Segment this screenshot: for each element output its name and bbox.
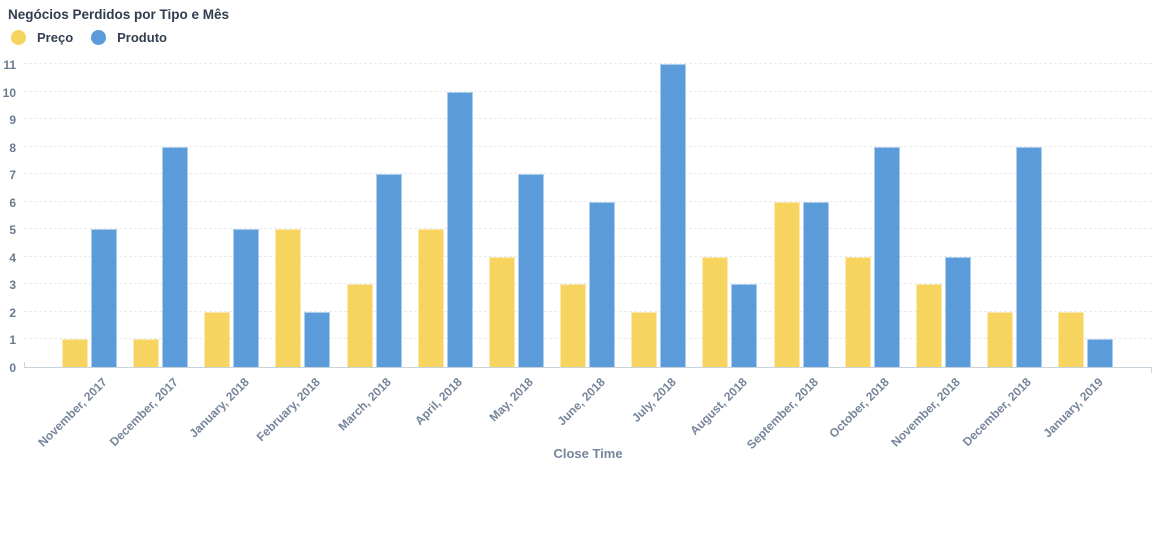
bar-preco[interactable]: [844, 256, 871, 367]
bar-preco[interactable]: [915, 284, 942, 367]
y-tick-label: 3: [9, 278, 16, 293]
gridline: [24, 200, 1152, 202]
gridline: [24, 63, 1152, 64]
bar-preco[interactable]: [133, 339, 160, 367]
gridline: [24, 173, 1152, 175]
gridline: [24, 118, 1152, 120]
plot-area: [24, 63, 1152, 373]
bar-produto[interactable]: [162, 146, 189, 367]
legend-label: Produto: [117, 29, 167, 45]
y-tick-label: 2: [9, 305, 16, 320]
bar-preco[interactable]: [631, 311, 658, 367]
bar-preco[interactable]: [204, 311, 231, 367]
bar-produto[interactable]: [1087, 339, 1114, 367]
y-tick-label: 9: [9, 113, 16, 128]
legend-label: Preço: [37, 29, 74, 45]
bar-produto[interactable]: [517, 174, 544, 367]
chart-title: Negócios Perdidos por Tipo e Mês: [8, 7, 230, 22]
bar-preco[interactable]: [702, 256, 729, 367]
bar-produto[interactable]: [91, 229, 117, 367]
bar-produto[interactable]: [1015, 146, 1042, 367]
bar-produto[interactable]: [589, 201, 616, 367]
y-tick-label: 4: [9, 250, 16, 265]
gridline: [24, 90, 1152, 92]
gridline: [24, 255, 1152, 257]
x-axis-title: Close Time: [553, 446, 623, 461]
bar-preco[interactable]: [560, 284, 587, 367]
y-axis-labels: 0 1 2 3 4 5 6 7 8 9 10 11: [0, 58, 16, 375]
legend-dot-preco: [11, 29, 26, 45]
bar-produto[interactable]: [731, 284, 758, 367]
bar-produto[interactable]: [873, 146, 900, 367]
gridline: [24, 310, 1152, 312]
bar-produto[interactable]: [446, 91, 473, 367]
x-axis-labels: November, 2017 December, 2017 January, 201…: [24, 371, 1152, 452]
bar-preco[interactable]: [417, 229, 444, 367]
bar-produto[interactable]: [233, 229, 260, 367]
bar-preco[interactable]: [346, 284, 373, 367]
legend-item-preco[interactable]: Preço: [11, 29, 74, 45]
bar-preco[interactable]: [1058, 311, 1085, 367]
y-tick-label: 7: [9, 168, 16, 183]
legend: Preço Produto: [11, 28, 167, 46]
bar-preco[interactable]: [275, 229, 302, 367]
gridline: [24, 228, 1152, 230]
y-tick-label: 10: [2, 85, 16, 100]
y-tick-label: 8: [9, 140, 16, 155]
bar-preco[interactable]: [986, 311, 1013, 367]
bar-produto[interactable]: [375, 174, 402, 367]
bar-preco[interactable]: [62, 339, 88, 367]
bar-produto[interactable]: [944, 256, 971, 367]
gridline: [24, 338, 1152, 340]
bar-preco[interactable]: [488, 256, 515, 367]
bar-preco[interactable]: [773, 201, 800, 367]
bar-produto[interactable]: [802, 201, 829, 367]
y-tick-label: 5: [9, 223, 16, 238]
legend-dot-produto: [91, 29, 107, 45]
bar-produto[interactable]: [304, 311, 331, 367]
gridline: [24, 145, 1152, 147]
bar-produto[interactable]: [660, 64, 687, 367]
gridline: [24, 283, 1152, 285]
y-tick-label: 11: [3, 58, 16, 72]
y-tick-label: 0: [9, 361, 16, 375]
y-tick-label: 6: [9, 195, 16, 210]
legend-item-produto[interactable]: Produto: [91, 29, 167, 45]
y-tick-label: 1: [9, 333, 16, 348]
